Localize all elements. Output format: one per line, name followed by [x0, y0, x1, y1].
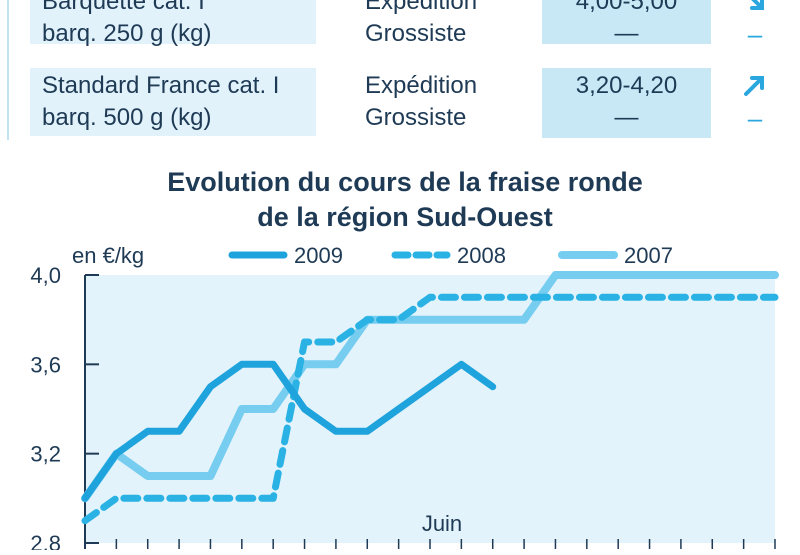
row-2-product-name: Standard France cat. I: [42, 72, 280, 99]
table-row-1-trend: –: [730, 0, 780, 49]
chart-title-line-2: de la région Sud-Ouest: [257, 202, 553, 232]
row-2-stage-expedition: Expédition: [365, 72, 478, 99]
x-annotation-juin: Juin: [422, 511, 462, 536]
table-row-1-price: 4,00-5,00 —: [542, 0, 711, 47]
y-axis: 2,8 3,2 3,6 4,0: [30, 263, 776, 555]
row-1-price-grossiste: —: [614, 20, 639, 47]
legend-label-2007: 2007: [624, 243, 673, 268]
y-tick-label: 4,0: [30, 263, 61, 288]
price-table: Barquette cat. I barq. 250 g (kg) Expédi…: [0, 0, 800, 140]
arrow-down-right-icon: [730, 0, 780, 18]
table-row-2-trend: –: [730, 68, 780, 138]
price-evolution-chart: Evolution du cours de la fraise ronde de…: [30, 167, 779, 555]
row-2-trend-grossiste: –: [747, 103, 763, 133]
table-row-1-product: Barquette cat. I barq. 250 g (kg): [30, 0, 316, 47]
table-left-border: [7, 0, 9, 140]
series-line-2007: [81, 271, 779, 503]
table-row-2-product: Standard France cat. I barq. 500 g (kg): [30, 68, 316, 136]
row-1-stage-grossiste: Grossiste: [365, 20, 467, 47]
table-row-1-stage: Expédition Grossiste: [365, 0, 535, 47]
y-tick-label: 3,2: [30, 442, 61, 467]
row-2-product-pack: barq. 500 g (kg): [42, 104, 212, 131]
row-1-stage-expedition: Expédition: [365, 0, 478, 15]
table-row-2-price: 3,20-4,20 —: [542, 68, 711, 138]
chart-container: Evolution du cours de la fraise ronde de…: [0, 150, 800, 555]
row-2-stage-grossiste: Grossiste: [365, 104, 467, 131]
chart-title-line-1: Evolution du cours de la fraise ronde: [167, 167, 643, 197]
legend-label-2009: 2009: [294, 243, 343, 268]
row-1-price-expedition: 4,00-5,00: [575, 0, 678, 15]
row-2-price-expedition: 3,20-4,20: [575, 72, 678, 99]
row-1-product-pack: barq. 250 g (kg): [42, 20, 212, 47]
y-tick-label: 2,8: [30, 531, 61, 550]
legend-label-2008: 2008: [457, 243, 506, 268]
chart-legend: 2009 2008 2007: [228, 243, 673, 268]
row-1-product-name: Barquette cat. I: [42, 0, 205, 15]
series-line-2009: [81, 360, 497, 502]
row-1-trend-grossiste: –: [747, 19, 763, 49]
series-line-2008: [81, 293, 779, 525]
series-group: [81, 271, 779, 525]
y-axis-unit-label: en €/kg: [72, 243, 144, 268]
plot-area: [85, 275, 775, 543]
arrow-up-right-icon: [730, 70, 780, 102]
row-2-price-grossiste: —: [614, 104, 639, 131]
y-tick-label: 3,6: [30, 352, 61, 377]
table-row-2-stage: Expédition Grossiste: [365, 68, 535, 138]
